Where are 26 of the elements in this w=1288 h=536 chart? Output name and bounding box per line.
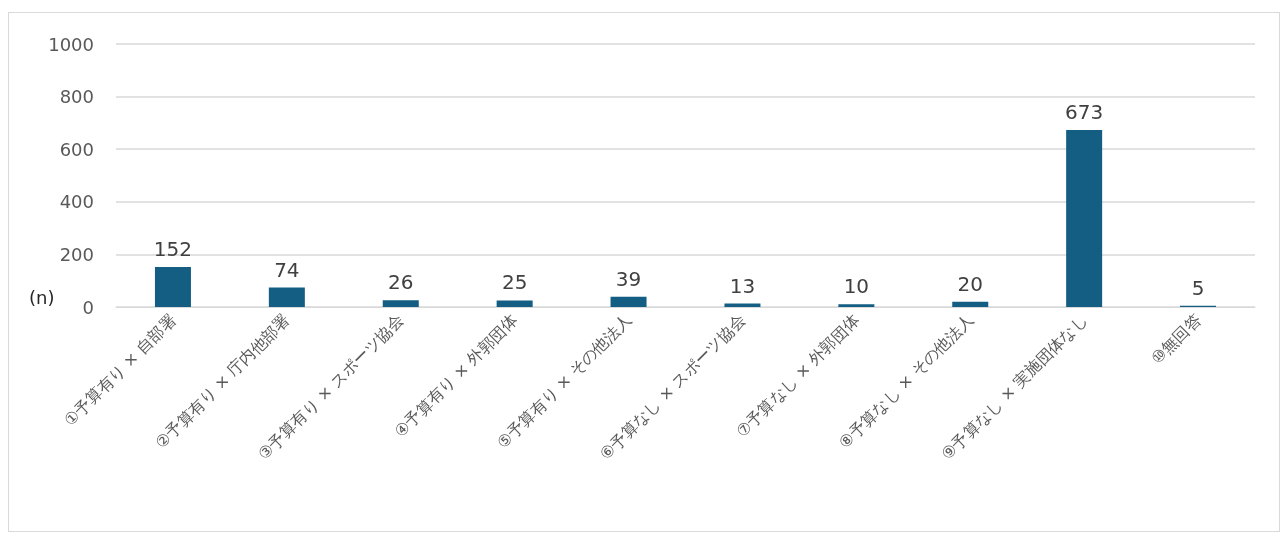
bar <box>496 300 533 307</box>
data-label: 25 <box>501 270 528 295</box>
data-label: 5 <box>1191 275 1205 300</box>
y-tick-label: 400 <box>59 191 94 213</box>
y-tick-label: 0 <box>82 296 94 318</box>
data-label: 673 <box>1065 100 1104 124</box>
bar <box>838 304 875 307</box>
data-label: 13 <box>729 273 756 298</box>
data-label: 39 <box>615 266 642 291</box>
y-tick-label: 1000 <box>48 33 94 55</box>
data-label: 74 <box>274 257 300 282</box>
bar <box>268 287 305 307</box>
bar <box>610 296 647 307</box>
x-tick-label: ⑩無回答 <box>1147 310 1205 368</box>
bar <box>952 301 989 307</box>
y-axis-title: (n) <box>29 286 55 308</box>
data-label: 20 <box>957 271 983 296</box>
data-label: 26 <box>388 270 414 295</box>
data-label: 10 <box>843 274 870 299</box>
y-tick-label: 200 <box>59 243 94 265</box>
bar <box>1066 130 1103 307</box>
data-label: 152 <box>153 237 193 262</box>
bar <box>382 300 419 307</box>
y-tick-label: 800 <box>59 86 94 108</box>
y-tick-label: 600 <box>59 138 94 160</box>
bar <box>154 267 191 307</box>
